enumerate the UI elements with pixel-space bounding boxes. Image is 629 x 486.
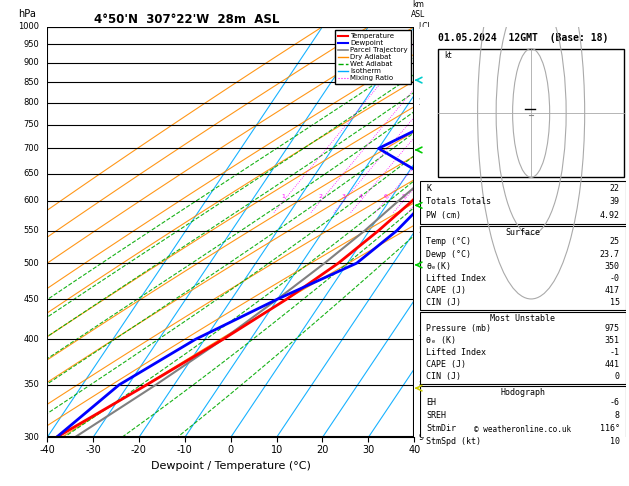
Text: 8: 8 [419, 381, 424, 389]
Text: 400: 400 [23, 335, 39, 344]
Bar [438, 49, 624, 176]
Text: 1000: 1000 [18, 22, 39, 31]
Text: Dewp (°C): Dewp (°C) [426, 249, 471, 259]
Text: 10: 10 [610, 437, 620, 446]
Text: Most Unstable: Most Unstable [491, 314, 555, 323]
Text: Lifted Index: Lifted Index [426, 274, 486, 283]
Text: 8: 8 [615, 411, 620, 419]
Bar [420, 181, 626, 224]
Text: 441: 441 [604, 360, 620, 369]
Text: -6: -6 [610, 398, 620, 407]
Text: Pressure (mb): Pressure (mb) [426, 324, 491, 332]
Text: LCL: LCL [419, 22, 432, 31]
Bar [420, 386, 626, 450]
Text: SREH: SREH [426, 411, 446, 419]
Text: 1: 1 [281, 194, 286, 199]
Text: Totals Totals: Totals Totals [426, 197, 491, 207]
Text: 9: 9 [419, 433, 424, 442]
Text: 351: 351 [604, 336, 620, 345]
Text: K: K [426, 184, 431, 193]
Text: 8: 8 [401, 194, 405, 199]
Text: 950: 950 [23, 40, 39, 49]
Text: 750: 750 [23, 121, 39, 129]
Text: 700: 700 [23, 144, 39, 153]
Text: Surface: Surface [506, 227, 540, 237]
Text: 600: 600 [23, 196, 39, 206]
Text: 15: 15 [610, 298, 620, 307]
Text: Lifted Index: Lifted Index [426, 348, 486, 357]
Text: 39: 39 [610, 197, 620, 207]
Text: CAPE (J): CAPE (J) [426, 360, 466, 369]
Text: θₑ (K): θₑ (K) [426, 336, 456, 345]
Text: EH: EH [426, 398, 436, 407]
Text: km
ASL: km ASL [411, 0, 425, 18]
Text: hPa: hPa [18, 9, 36, 18]
Text: 1: 1 [419, 58, 424, 67]
Bar [420, 226, 626, 310]
Text: 450: 450 [23, 295, 39, 304]
Text: CAPE (J): CAPE (J) [426, 286, 466, 295]
Text: CIN (J): CIN (J) [426, 298, 461, 307]
Text: 975: 975 [604, 324, 620, 332]
Text: Temp (°C): Temp (°C) [426, 237, 471, 246]
Text: 650: 650 [23, 169, 39, 178]
Title: 4°50'N  307°22'W  28m  ASL: 4°50'N 307°22'W 28m ASL [94, 13, 279, 26]
Text: 0: 0 [615, 372, 620, 381]
Text: 850: 850 [23, 78, 39, 87]
Text: 5: 5 [419, 226, 424, 235]
Text: θₑ(K): θₑ(K) [426, 261, 451, 271]
Text: CIN (J): CIN (J) [426, 372, 461, 381]
Text: PW (cm): PW (cm) [426, 211, 461, 220]
Legend: Temperature, Dewpoint, Parcel Trajectory, Dry Adiabat, Wet Adiabat, Isotherm, Mi: Temperature, Dewpoint, Parcel Trajectory… [335, 30, 411, 84]
Text: Hodograph: Hodograph [501, 388, 545, 397]
Text: -0: -0 [610, 274, 620, 283]
Text: 2: 2 [318, 194, 323, 199]
Text: 300: 300 [23, 433, 39, 442]
Text: © weatheronline.co.uk: © weatheronline.co.uk [474, 425, 572, 434]
Text: 6: 6 [383, 194, 387, 199]
Text: 2: 2 [419, 98, 424, 107]
Text: 550: 550 [23, 226, 39, 235]
Text: Mixing Ratio (g/kg): Mixing Ratio (g/kg) [435, 189, 445, 275]
Text: 4.92: 4.92 [599, 211, 620, 220]
Text: 116°: 116° [599, 424, 620, 433]
Text: 3: 3 [419, 144, 424, 153]
Text: 23.7: 23.7 [599, 249, 620, 259]
Text: 800: 800 [23, 98, 39, 107]
Text: 01.05.2024  12GMT  (Base: 18): 01.05.2024 12GMT (Base: 18) [438, 33, 608, 43]
Text: 350: 350 [604, 261, 620, 271]
Text: 350: 350 [23, 381, 39, 389]
Text: 6: 6 [419, 259, 424, 268]
Text: 417: 417 [604, 286, 620, 295]
Text: -1: -1 [610, 348, 620, 357]
Text: StmSpd (kt): StmSpd (kt) [426, 437, 481, 446]
Bar [420, 312, 626, 384]
Text: 3: 3 [342, 194, 345, 199]
Text: kt: kt [445, 52, 452, 60]
Text: 500: 500 [23, 259, 39, 268]
Text: 22: 22 [610, 184, 620, 193]
Text: 25: 25 [610, 237, 620, 246]
Text: 7: 7 [419, 335, 424, 344]
Text: StmDir: StmDir [426, 424, 456, 433]
X-axis label: Dewpoint / Temperature (°C): Dewpoint / Temperature (°C) [151, 461, 311, 470]
Text: 900: 900 [23, 58, 39, 67]
Text: 4: 4 [359, 194, 362, 199]
Text: 4: 4 [419, 196, 424, 206]
